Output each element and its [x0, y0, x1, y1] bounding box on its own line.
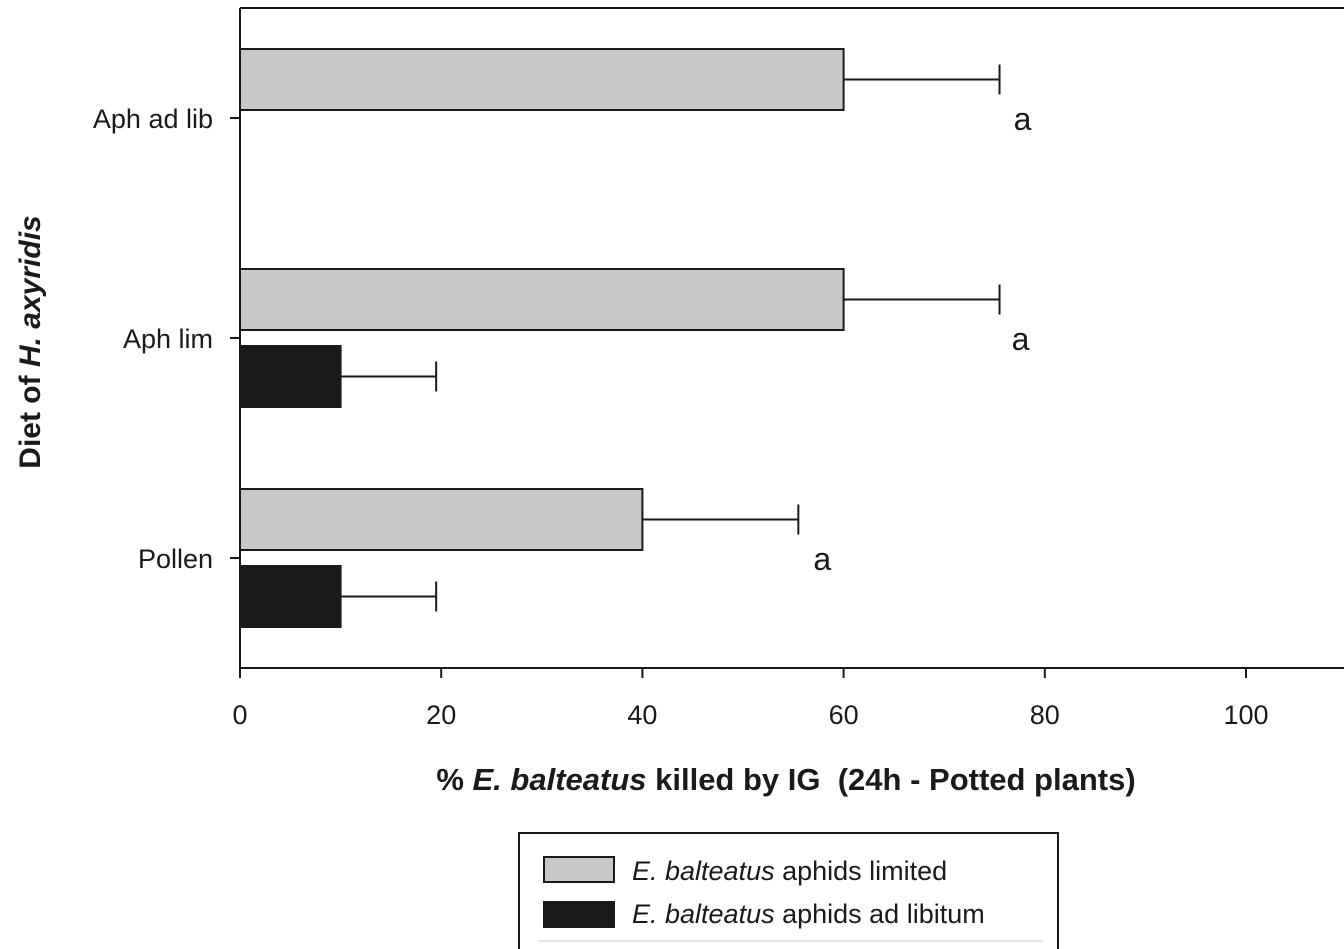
bar-aph-lim-series-0	[239, 268, 845, 331]
bar-aph-lim-series-1	[239, 345, 342, 408]
significance-letter-aph-ad-lib: a	[1014, 101, 1032, 137]
legend-item-aphids-ad-libitum: E. balteatus aphids ad libitum	[543, 899, 985, 929]
x-tick-label-100: 100	[1223, 700, 1268, 730]
plot-area: 0 20 40 60 80 100 Aph ad lib a Aph lim a Pollen a	[93, 7, 1344, 730]
legend: E. balteatus aphids limited E. balteatus…	[518, 832, 1059, 949]
x-tick-label-0: 0	[232, 700, 247, 730]
significance-letter-aph-lim: a	[1012, 321, 1030, 357]
x-axis-title: % E. balteatus killed by IG (24h - Potte…	[436, 762, 1135, 797]
x-tick-label-40: 40	[627, 700, 657, 730]
legend-frame	[518, 832, 1059, 949]
bar-aph-ad-lib-series-0	[239, 48, 845, 111]
y-axis-title: Diet of H. axyridis	[14, 215, 47, 468]
y-tick-label-aph-ad-lib: Aph ad lib	[93, 104, 213, 134]
significance-letter-pollen: a	[813, 541, 831, 577]
legend-label-aphids-limited: E. balteatus aphids limited	[632, 856, 947, 886]
bar-pollen-series-0	[239, 488, 644, 551]
y-tick-label-pollen: Pollen	[138, 544, 213, 574]
x-tick-label-20: 20	[426, 700, 456, 730]
legend-label-aphids-ad-libitum: E. balteatus aphids ad libitum	[632, 899, 985, 929]
legend-swatch-aphids-limited	[543, 856, 615, 883]
x-tick-label-80: 80	[1030, 700, 1060, 730]
legend-item-aphids-limited: E. balteatus aphids limited	[543, 856, 947, 886]
x-tick-label-60: 60	[829, 700, 859, 730]
bar-pollen-series-1	[239, 565, 342, 628]
legend-swatch-aphids-ad-libitum	[543, 901, 615, 928]
y-tick-label-aph-lim: Aph lim	[123, 324, 213, 354]
